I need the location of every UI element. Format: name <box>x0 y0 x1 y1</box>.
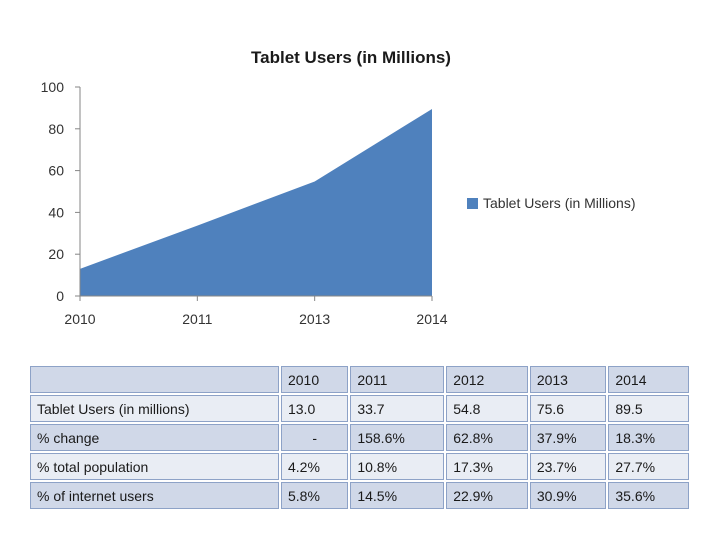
x-tick-label: 2014 <box>416 311 447 327</box>
table-cell: - <box>280 424 349 451</box>
header-cell-2010: 2010 <box>280 366 349 393</box>
legend-label: Tablet Users (in Millions) <box>483 195 635 211</box>
table-row: Tablet Users (in millions) 13.0 33.7 54.… <box>30 395 689 422</box>
row-label: Tablet Users (in millions) <box>30 395 279 422</box>
header-cell-empty <box>30 366 279 393</box>
y-tick-label: 0 <box>56 288 64 304</box>
table-cell: 158.6% <box>350 424 445 451</box>
table-cell: 4.2% <box>280 453 349 480</box>
legend: Tablet Users (in Millions) <box>467 195 635 211</box>
table-cell: 37.9% <box>529 424 607 451</box>
header-cell-2014: 2014 <box>608 366 689 393</box>
table-cell: 22.9% <box>446 482 528 509</box>
table-row: % of internet users 5.8% 14.5% 22.9% 30.… <box>30 482 689 509</box>
table-cell: 27.7% <box>608 453 689 480</box>
table-cell: 54.8 <box>446 395 528 422</box>
row-label: % total population <box>30 453 279 480</box>
table-cell: 14.5% <box>350 482 445 509</box>
y-tick-label: 40 <box>48 204 64 220</box>
table-cell: 13.0 <box>280 395 349 422</box>
table-row: % total population 4.2% 10.8% 17.3% 23.7… <box>30 453 689 480</box>
table-cell: 75.6 <box>529 395 607 422</box>
area-chart: Tablet Users (in Millions) 0 20 40 60 80 100 2… <box>41 48 636 327</box>
x-tick-label: 2010 <box>64 311 95 327</box>
plot-area: 0 20 40 60 80 100 2010 2011 2013 2014 <box>41 79 448 327</box>
y-tick-label: 60 <box>48 163 64 179</box>
table-cell: 5.8% <box>280 482 349 509</box>
row-label: % change <box>30 424 279 451</box>
table-cell: 17.3% <box>446 453 528 480</box>
table-header-row: 2010 2011 2012 2013 2014 <box>30 366 689 393</box>
table-cell: 10.8% <box>350 453 445 480</box>
legend-swatch <box>467 198 478 209</box>
table-cell: 18.3% <box>608 424 689 451</box>
chart-title: Tablet Users (in Millions) <box>251 48 451 67</box>
y-tick-label: 80 <box>48 121 64 137</box>
table-cell: 23.7% <box>529 453 607 480</box>
header-cell-2012: 2012 <box>446 366 528 393</box>
y-tick-label: 20 <box>48 246 64 262</box>
row-label: % of internet users <box>30 482 279 509</box>
table-cell: 30.9% <box>529 482 607 509</box>
table-cell: 33.7 <box>350 395 445 422</box>
x-tick-label: 2011 <box>182 311 212 327</box>
table-cell: 62.8% <box>446 424 528 451</box>
data-table: 2010 2011 2012 2013 2014 Tablet Users (i… <box>28 364 691 511</box>
table-cell: 89.5 <box>608 395 689 422</box>
header-cell-2011: 2011 <box>350 366 445 393</box>
x-tick-label: 2013 <box>299 311 330 327</box>
table-cell: 35.6% <box>608 482 689 509</box>
table-row: % change - 158.6% 62.8% 37.9% 18.3% <box>30 424 689 451</box>
y-tick-label: 100 <box>41 79 65 95</box>
area-series <box>80 108 432 296</box>
header-cell-2013: 2013 <box>529 366 607 393</box>
